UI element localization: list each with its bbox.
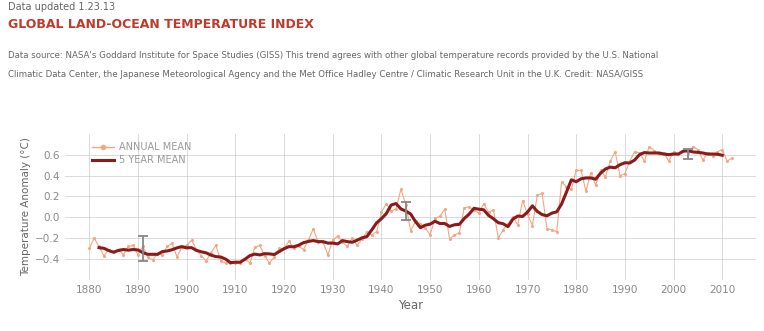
Y-axis label: Temperature Anomaly (°C): Temperature Anomaly (°C) bbox=[21, 137, 31, 276]
Text: Climatic Data Center, the Japanese Meteorological Agency and the Met Office Hadl: Climatic Data Center, the Japanese Meteo… bbox=[8, 70, 643, 78]
Text: Data source: NASA's Goddard Institute for Space Studies (GISS) This trend agrees: Data source: NASA's Goddard Institute fo… bbox=[8, 51, 658, 60]
X-axis label: Year: Year bbox=[398, 299, 423, 312]
Legend: ANNUAL MEAN, 5 YEAR MEAN: ANNUAL MEAN, 5 YEAR MEAN bbox=[91, 140, 193, 167]
Text: GLOBAL LAND-OCEAN TEMPERATURE INDEX: GLOBAL LAND-OCEAN TEMPERATURE INDEX bbox=[8, 18, 313, 31]
Text: Data updated 1.23.13: Data updated 1.23.13 bbox=[8, 2, 115, 12]
